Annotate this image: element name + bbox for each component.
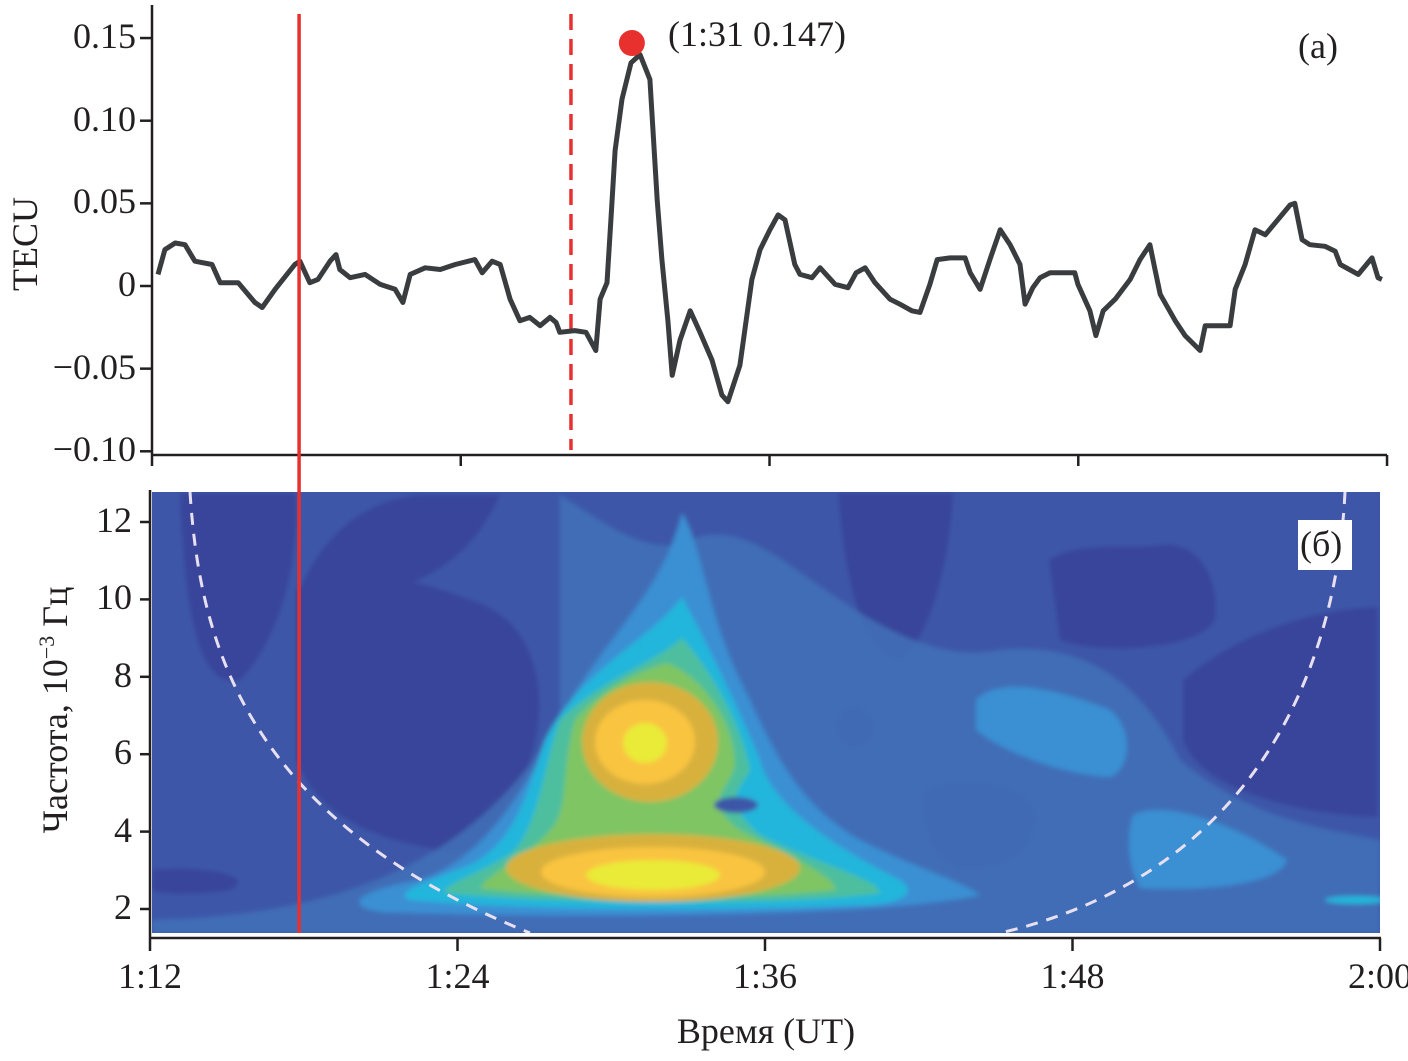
x-tick-label: 1:24 [425, 956, 490, 996]
x-tick-label: 2:00 [1347, 956, 1408, 996]
contour-level-3-patch [976, 686, 1127, 777]
contour-dark-patch [300, 495, 500, 600]
x-tick-label: 1:12 [117, 956, 182, 996]
cone-of-influence-right [999, 492, 1347, 933]
y-tick-label-b: 6 [114, 732, 132, 773]
contour-level-3-patch [1128, 810, 1287, 890]
y-tick-label-b: 2 [114, 887, 132, 927]
contour-dark-patch [152, 868, 239, 894]
y-tick-label-a: 0 [118, 264, 136, 304]
panel-a [140, 5, 1389, 466]
y-tick-label-a: −0.10 [52, 429, 136, 470]
contour-level-2 [152, 495, 1380, 933]
x-tick-label: 1:48 [1040, 956, 1105, 996]
contour-dark-patch [180, 493, 297, 681]
y-tick-label-b: 10 [96, 577, 132, 618]
x-tick-label: 1:36 [732, 956, 797, 996]
contour-dark-patch [1183, 607, 1378, 817]
y-tick-label-b: 4 [114, 809, 132, 850]
y-tick-label-b: 8 [114, 654, 132, 695]
panel-b [140, 490, 1382, 951]
contour-dark-patch [714, 797, 758, 813]
contour-dark-patch [1049, 544, 1216, 649]
y-tick-label-a: 0.05 [73, 181, 136, 222]
panel-a-tag: (a) [1298, 26, 1338, 66]
y-axis-title-b-text: Частота, 10 [35, 659, 75, 834]
spectrogram [152, 492, 1380, 933]
contour-dark-patch [296, 574, 540, 852]
contour-level-9-lower [586, 860, 720, 890]
y-axis-title-b: Частота, 10−3 Гц [34, 560, 75, 860]
y-axis-title-b-exponent: −3 [34, 635, 59, 660]
y-axis-title-b-unit: Гц [35, 586, 75, 636]
tec-series-line [155, 52, 1383, 405]
y-tick-label-a: −0.05 [52, 346, 136, 387]
contour-level-4-patch [1325, 896, 1380, 904]
y-tick-label-a: 0.10 [73, 98, 136, 139]
x-axis-title: Время (UT) [676, 1011, 856, 1051]
panel-b-tag: (б) [1300, 524, 1343, 564]
y-tick-label-a: 0.15 [73, 16, 136, 57]
panel-b-tag-box [1298, 520, 1352, 570]
peak-marker [618, 30, 645, 57]
cone-of-influence-left [188, 492, 531, 933]
peak-annotation: (1:31 0.147) [668, 14, 846, 54]
y-tick-label-b: 12 [96, 500, 132, 540]
y-axis-title-a: TECU [5, 197, 45, 291]
contour-level-9-upper [623, 723, 667, 763]
